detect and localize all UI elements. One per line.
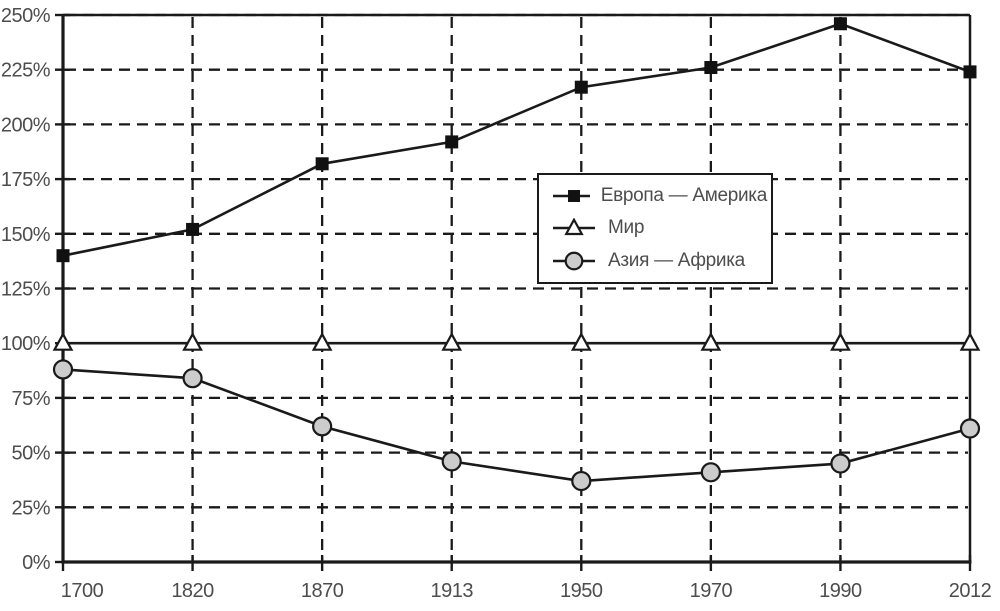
svg-text:1990: 1990 bbox=[819, 580, 862, 602]
svg-text:1700: 1700 bbox=[61, 580, 104, 602]
svg-text:150%: 150% bbox=[1, 224, 51, 246]
svg-text:1820: 1820 bbox=[171, 580, 214, 602]
circle-marker-icon bbox=[553, 251, 595, 271]
svg-text:2012: 2012 bbox=[949, 580, 992, 602]
legend-label: Азия — Африка bbox=[608, 249, 745, 271]
square-marker-icon bbox=[553, 190, 590, 203]
legend-label: Мир bbox=[608, 217, 645, 239]
svg-text:125%: 125% bbox=[1, 279, 51, 301]
svg-text:1913: 1913 bbox=[430, 580, 473, 602]
triangle-marker-icon bbox=[553, 218, 595, 236]
svg-text:225%: 225% bbox=[1, 60, 51, 82]
legend-item-europe-america: Европа — Америка bbox=[551, 185, 767, 207]
chart-legend: Европа — Америка Мир Азия — Африка bbox=[537, 173, 773, 284]
svg-text:1950: 1950 bbox=[560, 580, 603, 602]
legend-item-world: Мир bbox=[551, 217, 767, 239]
svg-text:100%: 100% bbox=[1, 333, 51, 355]
svg-text:175%: 175% bbox=[1, 169, 51, 191]
svg-text:1970: 1970 bbox=[690, 580, 733, 602]
svg-text:75%: 75% bbox=[11, 388, 50, 410]
legend-label: Европа — Америка bbox=[600, 185, 768, 207]
legend-item-asia-africa: Азия — Африка bbox=[551, 250, 767, 272]
svg-text:1870: 1870 bbox=[301, 580, 344, 602]
svg-text:0%: 0% bbox=[22, 552, 51, 574]
svg-text:200%: 200% bbox=[1, 114, 51, 136]
svg-text:25%: 25% bbox=[11, 497, 50, 519]
svg-text:250%: 250% bbox=[1, 5, 51, 27]
svg-text:50%: 50% bbox=[11, 443, 50, 465]
